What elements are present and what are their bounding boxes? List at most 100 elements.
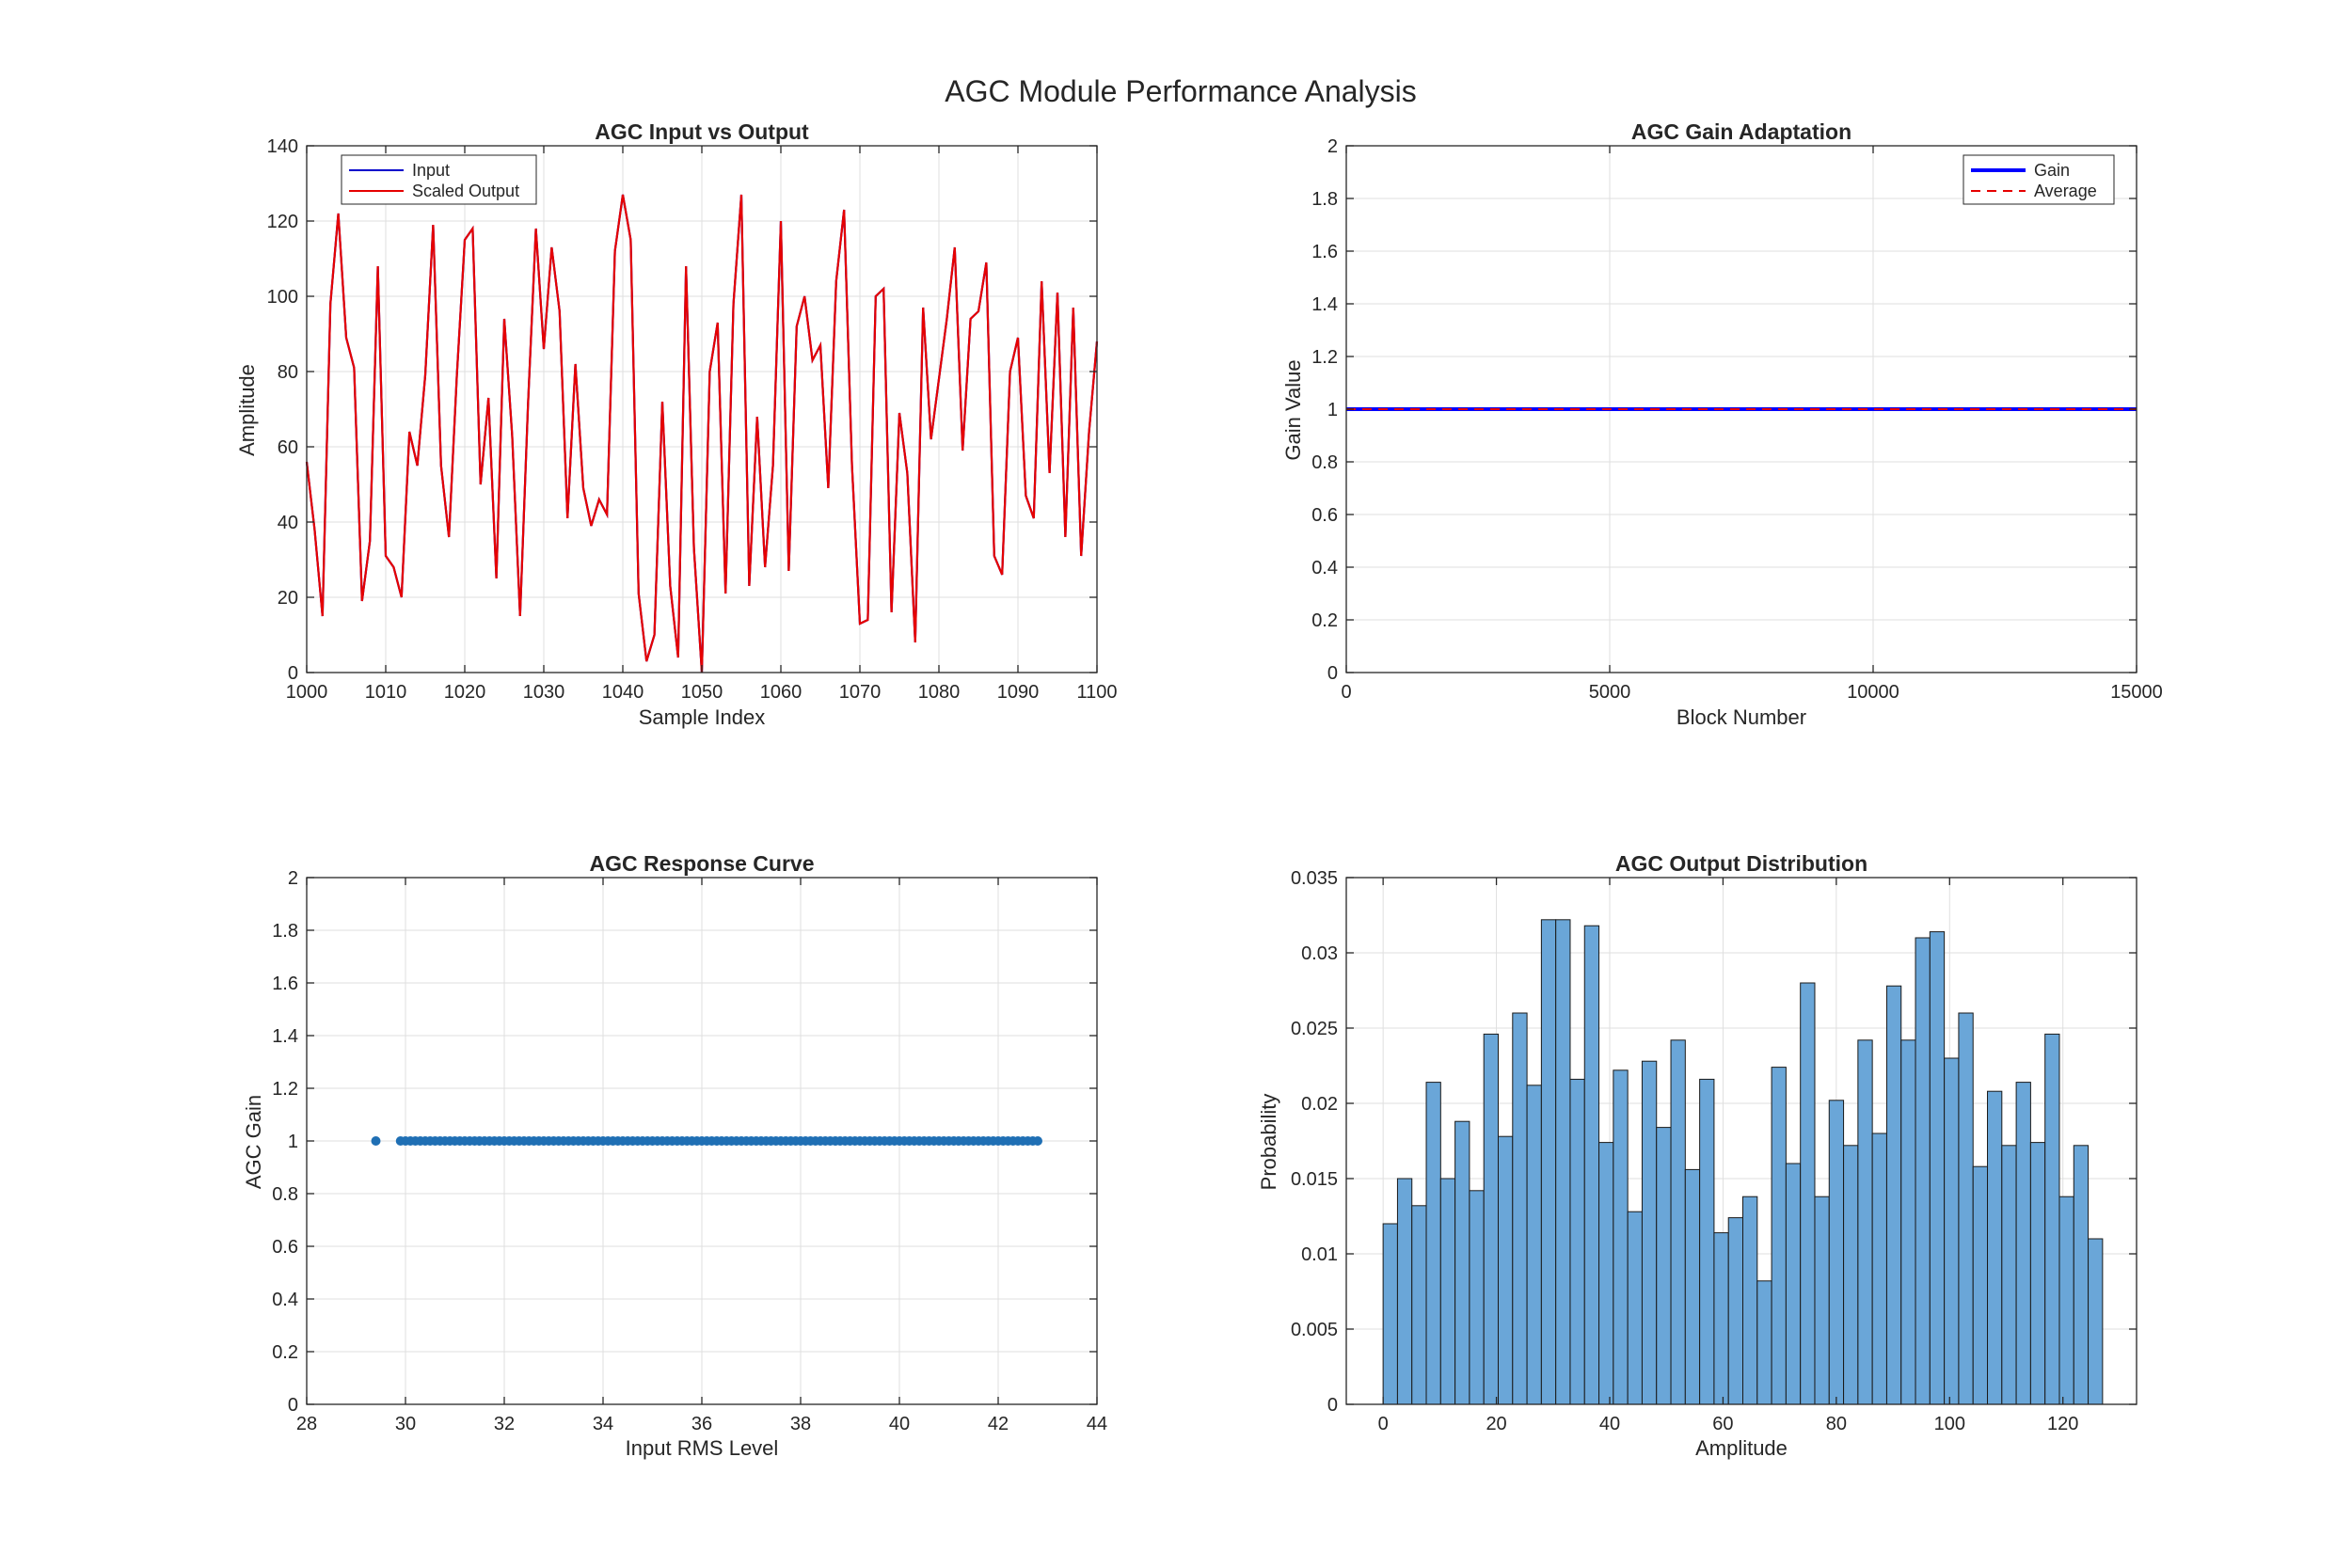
- y-tick-label: 1.6: [1311, 242, 1338, 262]
- histogram-bar: [2073, 1145, 2090, 1405]
- y-tick-label: 0: [1327, 1395, 1338, 1416]
- y-tick-label: 1.8: [272, 921, 298, 942]
- x-tick-label: 40: [889, 1414, 910, 1434]
- y-tick-label: 80: [278, 362, 298, 383]
- x-tick-label: 0: [1341, 682, 1351, 703]
- histogram-bar: [1483, 1033, 1499, 1405]
- legend-label: Input: [412, 161, 450, 180]
- histogram-bar: [1843, 1145, 1859, 1405]
- x-tick-label: 38: [790, 1414, 811, 1434]
- histogram-bar: [1987, 1090, 2003, 1405]
- y-tick-label: 0.035: [1291, 868, 1338, 889]
- x-tick-label: 80: [1826, 1414, 1847, 1434]
- y-tick-label: 0.015: [1291, 1169, 1338, 1190]
- x-tick-label: 1100: [1076, 682, 1117, 703]
- x-tick-label: 1090: [997, 682, 1040, 703]
- histogram-bar: [2058, 1196, 2074, 1405]
- x-tick-label: 1010: [365, 682, 407, 703]
- y-tick-label: 2: [288, 868, 298, 889]
- y-tick-label: 40: [278, 513, 298, 533]
- y-tick-label: 0.6: [272, 1237, 298, 1258]
- histogram-bar: [1958, 1012, 1974, 1405]
- x-tick-label: 34: [593, 1414, 613, 1434]
- x-tick-label: 100: [1934, 1414, 1965, 1434]
- y-tick-label: 0.8: [1311, 452, 1338, 473]
- y-tick-label: 1: [1327, 400, 1338, 420]
- histogram-bar: [1814, 1196, 1830, 1405]
- legend: Gain Average: [1963, 154, 2115, 205]
- histogram-bar: [1569, 1078, 1585, 1405]
- histogram-bar: [1785, 1163, 1802, 1405]
- histogram-bar: [1425, 1082, 1441, 1405]
- x-tick-label: 120: [2047, 1414, 2078, 1434]
- histogram-bars: [1382, 919, 2104, 1405]
- histogram-bar: [1512, 1012, 1528, 1405]
- scatter-point: [371, 1136, 381, 1146]
- y-tick-label: 0.8: [272, 1184, 298, 1205]
- histogram-bar: [2015, 1082, 2031, 1405]
- histogram-bar: [1871, 1132, 1887, 1405]
- y-tick-label: 0.4: [1311, 558, 1338, 578]
- x-tick-label: 0: [1378, 1414, 1389, 1434]
- histogram-bar: [1454, 1120, 1470, 1405]
- y-tick-label: 140: [267, 136, 298, 157]
- histogram-bar: [1944, 1057, 1960, 1405]
- histogram-bar: [2044, 1033, 2060, 1405]
- histogram-bar: [1598, 1142, 1614, 1405]
- y-tick-label: 0: [288, 663, 298, 684]
- x-tick-label: 1000: [286, 682, 328, 703]
- y-tick-label: 1.8: [1311, 189, 1338, 210]
- histogram-bar: [1411, 1205, 1427, 1405]
- x-tick-label: 1050: [681, 682, 723, 703]
- histogram-bar: [1742, 1196, 1758, 1405]
- histogram-bar: [1929, 931, 1946, 1405]
- y-axis-label: Gain Value: [1281, 359, 1305, 460]
- histogram-bar: [1684, 1168, 1701, 1405]
- x-tick-label: 60: [1712, 1414, 1733, 1434]
- chart-title: AGC Response Curve: [589, 851, 814, 876]
- y-tick-label: 0: [288, 1395, 298, 1416]
- y-tick-label: 2: [1327, 136, 1338, 157]
- histogram-bar: [1756, 1280, 1772, 1405]
- x-axis-label: Block Number: [1677, 705, 1806, 729]
- histogram-bar: [1382, 1223, 1398, 1405]
- histogram-bar: [1583, 925, 1600, 1405]
- y-tick-label: 1.4: [272, 1026, 298, 1047]
- x-tick-label: 1060: [760, 682, 803, 703]
- x-tick-label: 10000: [1847, 682, 1899, 703]
- histogram-bar: [1885, 985, 1902, 1405]
- y-tick-label: 0.025: [1291, 1019, 1338, 1039]
- axes-frame: [1345, 877, 2137, 1405]
- x-tick-label: 1020: [444, 682, 486, 703]
- x-tick-label: 40: [1599, 1414, 1620, 1434]
- chart-title: AGC Output Distribution: [1615, 851, 1867, 876]
- histogram-bar: [1900, 1039, 1916, 1405]
- y-tick-label: 0.02: [1301, 1094, 1338, 1115]
- histogram-bar: [1526, 1085, 1542, 1405]
- y-axis-label: Amplitude: [235, 364, 259, 456]
- scatter-point: [1033, 1136, 1042, 1146]
- histogram-bar: [1396, 1178, 1413, 1405]
- x-tick-label: 1080: [918, 682, 961, 703]
- x-tick-label: 1040: [602, 682, 644, 703]
- histogram-bar: [1439, 1178, 1456, 1405]
- x-tick-label: 5000: [1589, 682, 1631, 703]
- x-tick-label: 30: [395, 1414, 416, 1434]
- histogram-bar: [1540, 919, 1557, 1405]
- histogram-bar: [1699, 1078, 1715, 1405]
- y-tick-label: 1.2: [1311, 347, 1338, 368]
- y-tick-label: 1.4: [1311, 294, 1338, 315]
- y-axis-label: Probability: [1257, 1094, 1280, 1191]
- y-tick-label: 1: [288, 1132, 298, 1152]
- histogram-bar: [1656, 1127, 1672, 1405]
- histogram-bar: [1670, 1039, 1686, 1405]
- x-tick-label: 20: [1486, 1414, 1506, 1434]
- histogram-bar: [1641, 1060, 1658, 1405]
- histogram-bar: [1972, 1165, 1989, 1405]
- legend-label: Scaled Output: [412, 182, 519, 200]
- x-tick-label: 42: [988, 1414, 1009, 1434]
- histogram-bar: [1800, 982, 1816, 1405]
- y-tick-label: 0.6: [1311, 505, 1338, 526]
- histogram-bar: [1627, 1211, 1643, 1405]
